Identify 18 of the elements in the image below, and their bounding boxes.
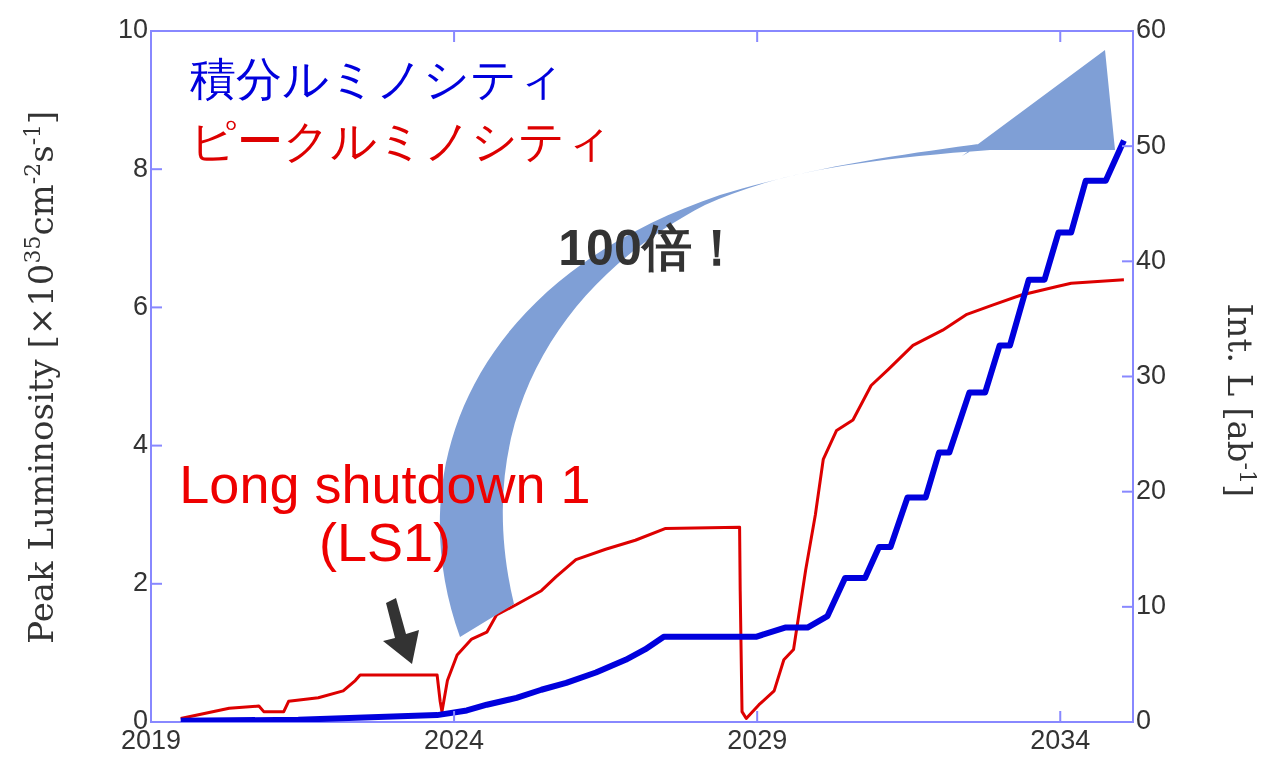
annotation: Long shutdown 1 (LS1) xyxy=(178,454,592,572)
y2-tick-label: 60 xyxy=(1136,14,1167,45)
x-tick-label: 2024 xyxy=(424,724,485,755)
text: 積分ルミノシティ xyxy=(190,52,565,107)
y-tick-label: 4 xyxy=(132,429,148,460)
y-tick-label: 2 xyxy=(132,567,148,598)
y2-tick-label: 40 xyxy=(1136,244,1167,275)
x-tick-label: 2034 xyxy=(1030,724,1091,755)
x-tick-label: 2029 xyxy=(727,724,788,755)
y2-tick-label: 20 xyxy=(1136,475,1167,506)
y-tick-label: 6 xyxy=(132,290,148,321)
y2-tick-label: 50 xyxy=(1136,129,1167,160)
y2-tick-label: 30 xyxy=(1136,359,1167,390)
y2-tick-label: 10 xyxy=(1136,590,1167,621)
y-tick-label: 10 xyxy=(117,14,148,45)
text: ピークルミノシティ xyxy=(190,114,612,169)
y-tick-label: 8 xyxy=(132,152,148,183)
y2-tick-label: 0 xyxy=(1136,705,1152,736)
